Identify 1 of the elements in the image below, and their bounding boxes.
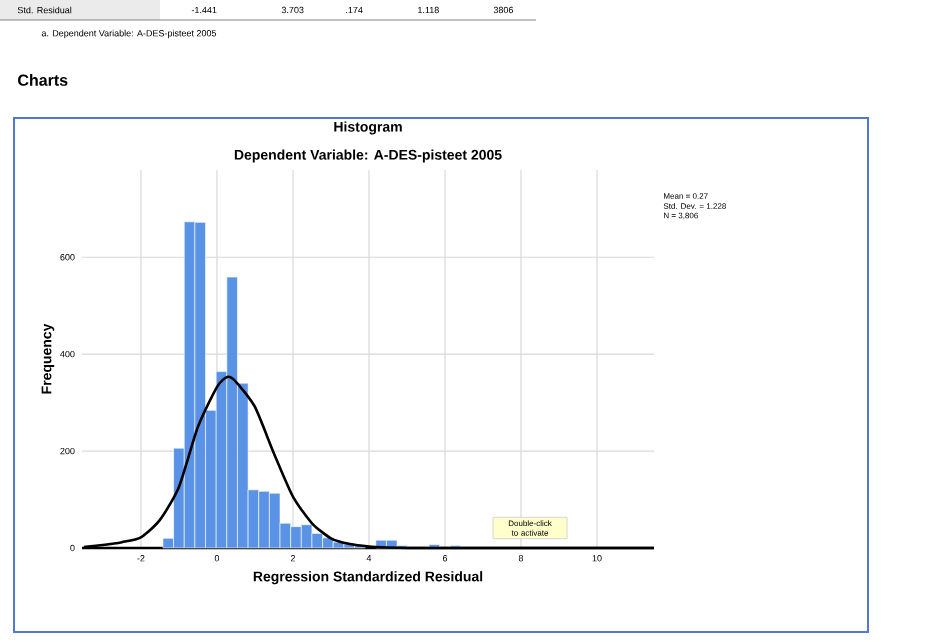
text: Charts xyxy=(18,74,68,86)
